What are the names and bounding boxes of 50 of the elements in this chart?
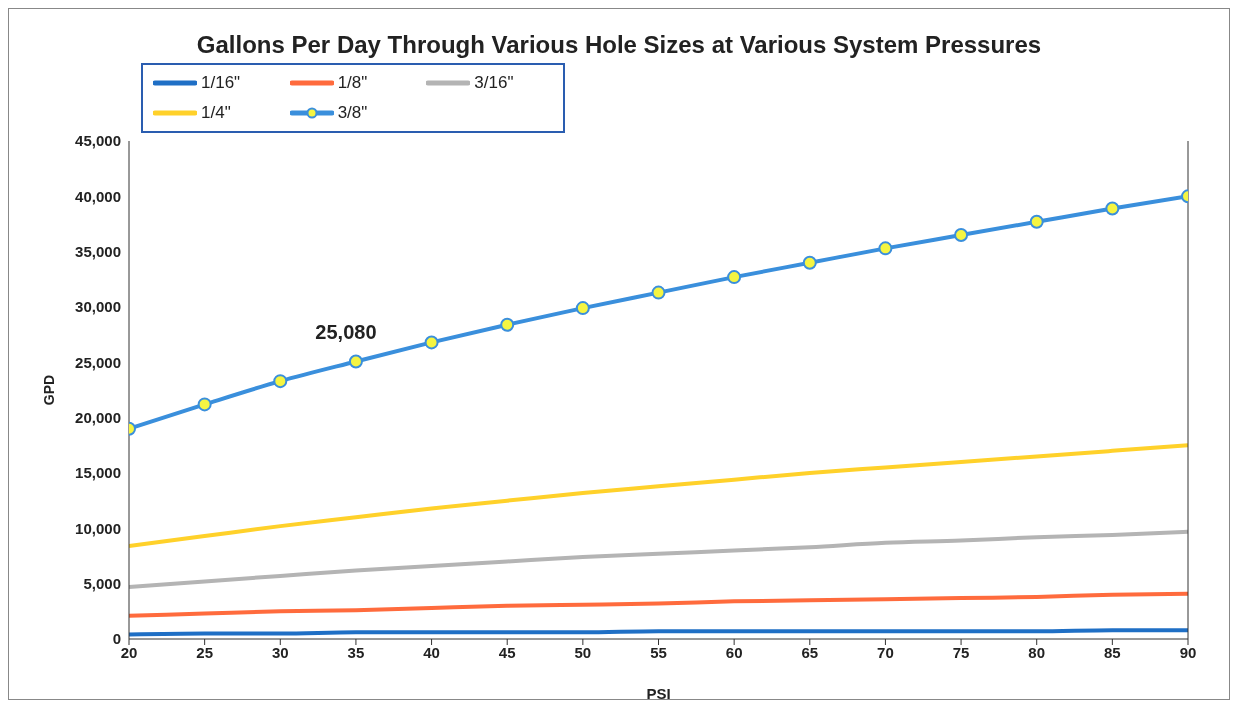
point [197,397,212,412]
point [878,241,893,256]
annotation: 25,080 [315,321,377,344]
x-axis-title: PSI [646,685,671,702]
legend-label: 3/8" [337,103,368,123]
line-series [129,591,1188,618]
x-tick-label: 90 [1179,643,1197,661]
x-tick-label: 45 [498,643,516,661]
point [424,335,439,350]
legend-label: 1/4" [201,103,231,123]
x-tick-label: 65 [801,643,819,661]
y-tick-label: 20,000 [75,408,121,426]
x-tick-label: 20 [120,643,138,661]
point [802,255,817,270]
x-tick-label: 70 [877,643,894,661]
x-tick-label: 55 [650,643,667,661]
legend-label: 1/16" [201,73,241,93]
line-series [129,443,1188,549]
y-tick-label: 40,000 [75,187,121,205]
x-tick-label: 25 [196,643,213,661]
x-tick-label: 40 [423,643,440,661]
point [500,317,515,332]
x-tick-label: 30 [271,643,289,661]
y-tick-label: 35,000 [75,242,121,260]
x-tick-label: 50 [574,643,592,661]
x-tick-label: 60 [725,643,743,661]
y-tick-label: 45,000 [75,132,121,150]
y-tick-label: 25,000 [75,353,121,371]
x-tick-label: 75 [952,643,970,661]
y-axis-title: GPD [40,374,57,406]
point [575,301,590,316]
y-tick-label: 15,000 [75,464,121,482]
chart-title: Gallons Per Day Through Various Hole Sizes at Various System Pressures [195,31,1043,59]
x-tick-label: 80 [1028,643,1046,661]
legend-label: 1/8" [337,73,368,93]
x-tick-label: 35 [347,643,365,661]
point [651,285,666,300]
x-tick-label: 85 [1104,643,1121,661]
y-tick-label: 5,000 [83,574,121,592]
point [1029,214,1044,229]
point [1105,201,1120,216]
point [727,270,742,285]
line-series [129,529,1188,589]
y-tick-label: 30,000 [75,298,121,316]
y-tick-label: 10,000 [75,519,121,537]
point [954,228,969,243]
point [348,354,363,369]
legend-label: 3/16" [474,73,514,93]
point [273,374,288,389]
y-tick-label: 0 [112,630,121,648]
